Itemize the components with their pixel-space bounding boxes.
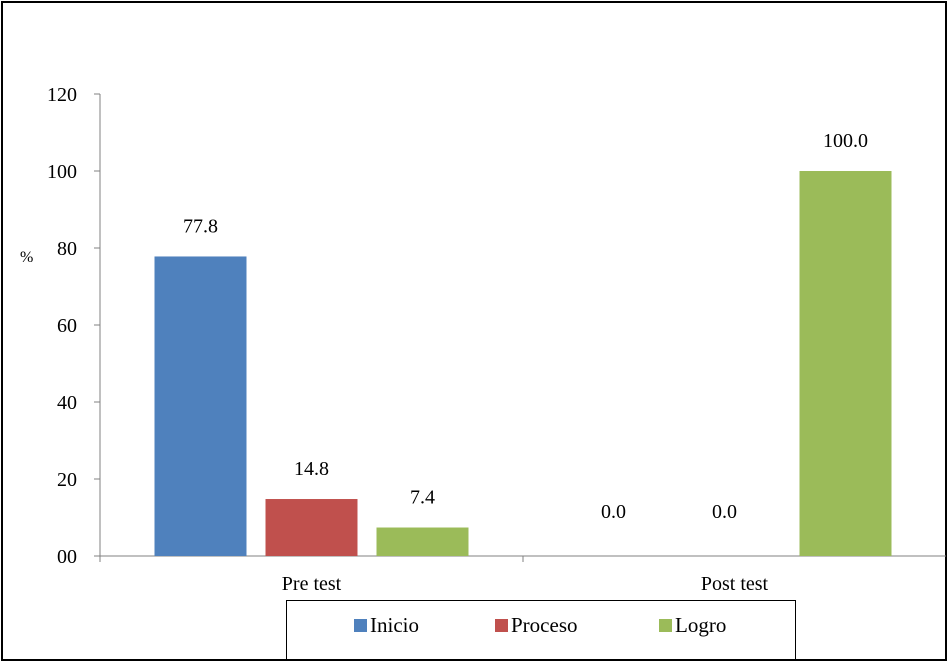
y-tick-label: 120 — [47, 84, 77, 106]
legend-swatch-logro — [659, 619, 672, 632]
y-tick-label: 80 — [57, 238, 77, 260]
y-tick-label: 60 — [57, 315, 77, 337]
legend-label-inicio: Inicio — [370, 613, 419, 637]
data-labels: 77.8 14.8 7.4 0.0 0.0 100.0 — [183, 130, 868, 523]
legend-item-proceso: Proceso — [495, 613, 578, 638]
bar-proceso-1 — [265, 499, 358, 556]
data-label: 0.0 — [601, 501, 626, 523]
data-label: 77.8 — [183, 215, 218, 237]
data-label: 14.8 — [294, 458, 329, 480]
bar-chart: % 00 20 40 60 80 100 120 77.8 14.8 7.4 0.0 0.0 100.… — [20, 84, 946, 595]
y-tick-label: 20 — [57, 469, 77, 491]
y-tick-label: 40 — [57, 392, 77, 414]
bars — [154, 171, 892, 556]
x-tick-label: Post test — [701, 573, 769, 595]
bar-logro-2 — [799, 171, 892, 556]
legend-item-logro: Logro — [659, 613, 726, 638]
y-axis-ticks: 00 20 40 60 80 100 120 — [47, 84, 100, 568]
y-tick-label: 100 — [47, 161, 77, 183]
legend: Inicio Proceso Logro — [286, 600, 796, 660]
data-label: 7.4 — [410, 487, 435, 509]
x-tick-label: Pre test — [282, 573, 342, 595]
bar-logro-1 — [376, 527, 469, 556]
legend-item-inicio: Inicio — [354, 613, 419, 638]
y-axis-label: % — [20, 249, 33, 266]
legend-label-logro: Logro — [675, 613, 727, 637]
data-label: 0.0 — [712, 501, 737, 523]
data-label: 100.0 — [823, 130, 868, 152]
y-tick-label: 00 — [57, 546, 77, 568]
bar-inicio-1 — [154, 256, 247, 556]
legend-label-proceso: Proceso — [511, 613, 578, 637]
x-axis-ticks: Pre test Post test — [99, 556, 769, 595]
legend-swatch-proceso — [495, 619, 508, 632]
legend-swatch-inicio — [354, 619, 367, 632]
